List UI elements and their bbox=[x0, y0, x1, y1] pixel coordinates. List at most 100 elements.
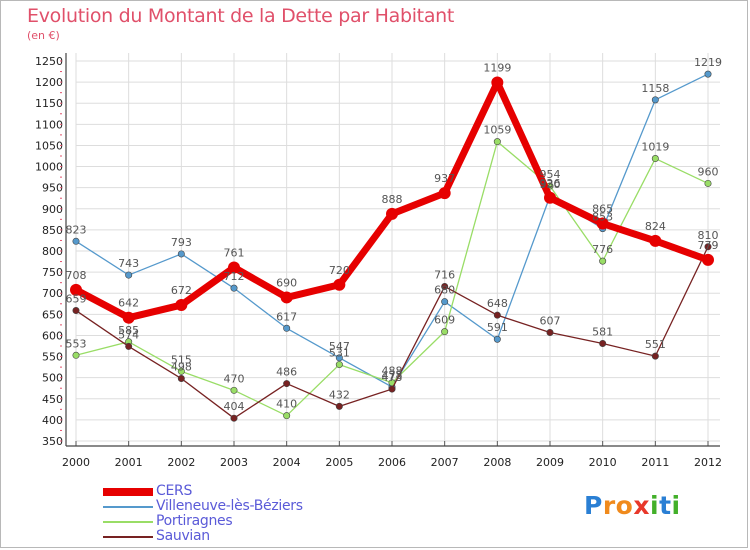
logo-letter: r bbox=[602, 491, 616, 520]
data-point bbox=[386, 207, 398, 220]
y-tick-label: 550 bbox=[42, 351, 63, 364]
y-tick-label: 1100 bbox=[35, 118, 63, 131]
data-point bbox=[122, 311, 135, 324]
data-point bbox=[125, 342, 133, 350]
data-label: 470 bbox=[224, 372, 245, 385]
x-tick-label: 2006 bbox=[378, 456, 406, 469]
x-tick-label: 2000 bbox=[62, 456, 90, 469]
data-label: 574 bbox=[118, 328, 139, 341]
y-tick-label: 500 bbox=[42, 372, 63, 385]
legend-label-cers: CERS bbox=[156, 483, 193, 499]
data-point bbox=[704, 243, 712, 251]
grid bbox=[75, 53, 720, 442]
x-tick-label: 2001 bbox=[115, 456, 143, 469]
data-point bbox=[280, 291, 293, 304]
data-label: 609 bbox=[434, 314, 455, 327]
legend-swatch-sauvian bbox=[103, 536, 153, 538]
data-point bbox=[283, 380, 291, 388]
data-point bbox=[177, 250, 185, 258]
data-point bbox=[651, 352, 659, 360]
data-point bbox=[441, 298, 449, 306]
data-point bbox=[72, 351, 80, 359]
data-label: 410 bbox=[276, 398, 297, 411]
data-label: 954 bbox=[540, 168, 561, 181]
data-label: 498 bbox=[171, 361, 192, 374]
data-label: 712 bbox=[224, 270, 245, 283]
data-label: 547 bbox=[329, 340, 350, 353]
legend-swatch-villeneuve bbox=[103, 506, 153, 508]
data-label: 432 bbox=[329, 388, 350, 401]
data-label: 478 bbox=[382, 369, 403, 382]
data-label: 617 bbox=[276, 310, 297, 323]
data-label: 648 bbox=[487, 297, 508, 310]
data-point bbox=[72, 307, 80, 315]
x-tick-label: 2002 bbox=[167, 456, 195, 469]
legend-label-villeneuve: Villeneuve-lès-Béziers bbox=[156, 498, 303, 514]
proxiti-logo: Proxiti bbox=[584, 491, 681, 520]
series-lines bbox=[70, 70, 714, 422]
data-point bbox=[649, 234, 662, 247]
data-point bbox=[335, 361, 343, 369]
x-tick-label: 2003 bbox=[220, 456, 248, 469]
data-point bbox=[335, 402, 343, 410]
data-label: 810 bbox=[698, 229, 719, 242]
data-point bbox=[491, 76, 504, 89]
data-point bbox=[230, 284, 238, 292]
data-label: 1199 bbox=[483, 62, 511, 75]
data-label: 585 bbox=[118, 324, 139, 337]
y-tick-label: 400 bbox=[42, 414, 63, 427]
data-point bbox=[651, 155, 659, 163]
data-label: 708 bbox=[66, 269, 87, 282]
data-point bbox=[544, 191, 556, 204]
logo-letter: x bbox=[633, 491, 650, 520]
y-tick-label: 950 bbox=[42, 182, 63, 195]
data-label: 793 bbox=[171, 236, 192, 249]
x-tick-label: 2005 bbox=[325, 456, 353, 469]
data-label: 659 bbox=[66, 293, 87, 306]
data-label: 926 bbox=[540, 177, 561, 190]
data-point bbox=[704, 179, 712, 187]
legend-swatch-portiragnes bbox=[103, 521, 153, 523]
data-point bbox=[651, 96, 659, 104]
x-tick-label: 2004 bbox=[273, 456, 301, 469]
data-label: 672 bbox=[171, 284, 192, 297]
data-label: 888 bbox=[382, 193, 403, 206]
data-point bbox=[438, 187, 451, 200]
data-label: 531 bbox=[329, 347, 350, 360]
data-point bbox=[596, 217, 609, 230]
data-labels: 823 743 793 712 617 547 478 680 591 930 853 1158 121… bbox=[66, 56, 723, 413]
data-point bbox=[283, 324, 291, 332]
y-tick-label: 1000 bbox=[35, 161, 63, 174]
data-label: 824 bbox=[645, 220, 666, 233]
chart-title: Evolution du Montant de la Dette par Hab… bbox=[27, 5, 455, 27]
logo-letter: i bbox=[650, 491, 660, 520]
data-point bbox=[230, 386, 238, 394]
data-label: 930 bbox=[540, 178, 561, 191]
data-label: 690 bbox=[276, 276, 297, 289]
logo-letter: P bbox=[584, 491, 603, 520]
logo-letter: i bbox=[671, 491, 681, 520]
y-tick-label: 700 bbox=[42, 287, 63, 300]
data-label: 716 bbox=[434, 268, 455, 281]
data-label: 404 bbox=[224, 400, 245, 413]
data-label: 743 bbox=[118, 257, 139, 270]
data-point bbox=[230, 414, 238, 422]
data-point bbox=[702, 253, 714, 266]
data-point bbox=[333, 278, 346, 291]
data-point bbox=[493, 138, 501, 146]
data-point bbox=[283, 412, 291, 420]
data-point bbox=[125, 271, 133, 279]
legend-label-portiragnes: Portiragnes bbox=[156, 513, 233, 529]
logo-letter: o bbox=[615, 491, 634, 520]
data-point bbox=[441, 282, 449, 290]
data-label: 486 bbox=[276, 366, 297, 379]
data-point bbox=[599, 257, 607, 265]
data-point bbox=[70, 283, 82, 296]
y-tick-label: 350 bbox=[42, 435, 63, 448]
data-label: 1059 bbox=[483, 124, 511, 137]
y-tick-label: 450 bbox=[42, 393, 63, 406]
data-label: 680 bbox=[434, 284, 455, 297]
data-label: 591 bbox=[487, 321, 508, 334]
